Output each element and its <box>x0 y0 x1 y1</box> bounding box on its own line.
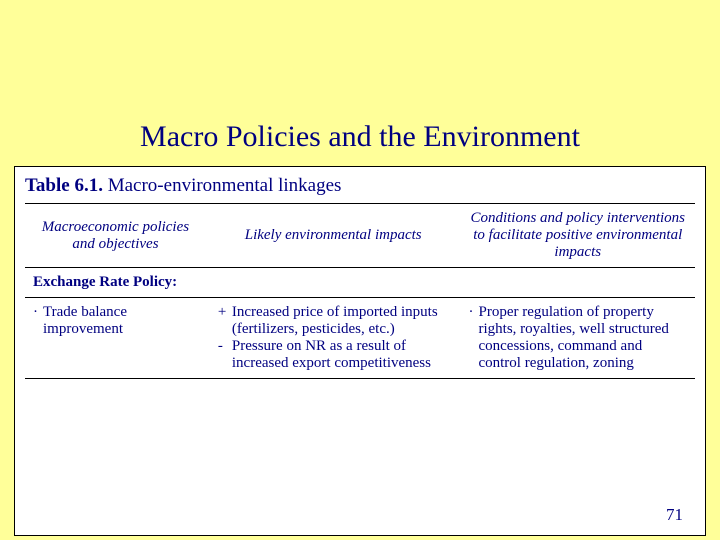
cell-impacts: + Increased price of imported inputs (fe… <box>206 298 461 379</box>
col-header-policies: Macroeconomic policies and objectives <box>25 204 206 268</box>
table-caption: Table 6.1. Macro-environmental linkages <box>25 175 695 197</box>
section-heading: Exchange Rate Policy: <box>25 268 460 298</box>
cell-policy: · Trade balance improvement <box>25 298 206 379</box>
content-box: Table 6.1. Macro-environmental linkages … <box>14 166 706 536</box>
table-header-row: Macroeconomic policies and objectives Li… <box>25 204 695 268</box>
col-header-conditions: Conditions and policy interventions to f… <box>460 204 695 268</box>
bullet-icon: · <box>468 304 478 372</box>
bullet-icon: · <box>33 304 43 338</box>
impact-plus-text: Increased price of imported inputs (fert… <box>232 304 453 338</box>
table-row: · Trade balance improvement + Increased … <box>25 298 695 379</box>
caption-text: Macro-environmental linkages <box>103 175 341 196</box>
section-empty <box>460 268 695 298</box>
page-number: 71 <box>666 505 683 525</box>
minus-sign: - <box>218 338 232 372</box>
policy-text: Trade balance improvement <box>43 304 198 338</box>
col-header-impacts: Likely environmental impacts <box>206 204 461 268</box>
slide-title: Macro Policies and the Environment <box>0 0 720 166</box>
cell-conditions: · Proper regulation of property rights, … <box>460 298 695 379</box>
conditions-text: Proper regulation of property rights, ro… <box>478 304 687 372</box>
plus-sign: + <box>218 304 232 338</box>
section-row: Exchange Rate Policy: <box>25 268 695 298</box>
linkages-table: Macroeconomic policies and objectives Li… <box>25 203 695 379</box>
impact-minus-text: Pressure on NR as a result of increased … <box>232 338 453 372</box>
caption-number: Table 6.1. <box>25 175 103 196</box>
